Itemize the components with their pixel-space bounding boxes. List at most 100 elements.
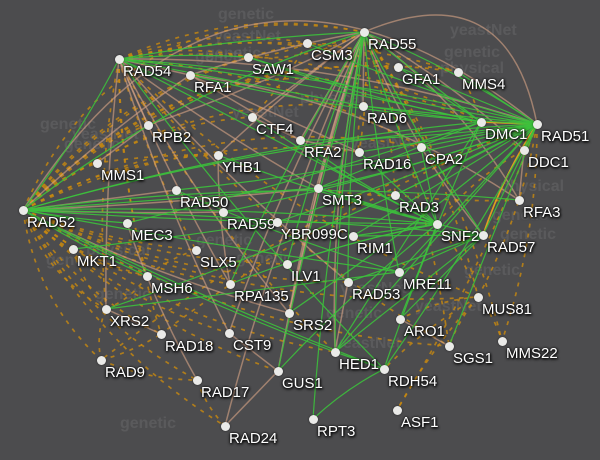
node-ARO1[interactable]	[395, 314, 405, 324]
edge-predicted	[22, 42, 308, 211]
node-DDC1[interactable]	[519, 145, 529, 155]
node-ILV1[interactable]	[282, 259, 292, 269]
node-SGS1[interactable]	[444, 341, 454, 351]
node-label-DMC1: DMC1	[485, 126, 528, 143]
node-label-YHB1: YHB1	[222, 159, 262, 176]
edge-genetic	[397, 66, 482, 123]
node-SMT3[interactable]	[313, 183, 323, 193]
edge-genetic	[299, 123, 538, 141]
edge-genetic	[175, 189, 400, 273]
edge-predicted	[22, 154, 219, 211]
node-YHB1[interactable]	[213, 150, 223, 160]
edge-predicted	[118, 22, 365, 60]
edge-predicted	[22, 209, 162, 335]
node-RPA135[interactable]	[225, 279, 235, 289]
node-label-RAD17: RAD17	[201, 384, 250, 401]
node-RAD54[interactable]	[114, 54, 124, 64]
node-CST9[interactable]	[224, 328, 234, 338]
node-label-MMS4: MMS4	[462, 76, 506, 93]
node-MMS4[interactable]	[453, 67, 463, 77]
edge-genetic	[247, 56, 482, 123]
node-RFA2[interactable]	[295, 135, 305, 145]
node-RAD16[interactable]	[354, 147, 364, 157]
node-RIM1[interactable]	[348, 231, 358, 241]
edge-physical	[317, 31, 365, 189]
node-SRS2[interactable]	[284, 308, 294, 318]
edge-genetic	[72, 221, 278, 250]
edge-genetic	[229, 31, 365, 285]
edge-genetic	[352, 123, 538, 237]
edge-genetic	[334, 234, 484, 353]
node-MMS1[interactable]	[92, 158, 102, 168]
node-RAD57[interactable]	[478, 230, 488, 240]
node-MKT1[interactable]	[68, 244, 78, 254]
node-RAD59[interactable]	[218, 207, 228, 217]
edge-genetic	[394, 123, 538, 196]
node-YBR099C[interactable]	[272, 217, 282, 227]
node-CPA2[interactable]	[416, 142, 426, 152]
node-label-CSM3: CSM3	[311, 47, 353, 64]
node-MRE11[interactable]	[394, 267, 404, 277]
node-RAD3[interactable]	[390, 190, 400, 200]
edge-genetic	[358, 151, 438, 225]
edge-genetic	[118, 54, 249, 60]
node-RFA1[interactable]	[185, 70, 195, 80]
edge-genetic	[22, 209, 336, 353]
node-label-RFA3: RFA3	[523, 204, 561, 221]
edge-genetic	[317, 121, 482, 189]
edge-physical	[118, 58, 290, 314]
node-RAD50[interactable]	[171, 185, 181, 195]
node-MEC3[interactable]	[122, 218, 132, 228]
node-label-RIM1: RIM1	[357, 240, 393, 257]
edge-physical	[363, 31, 484, 236]
node-CSM3[interactable]	[302, 38, 312, 48]
edge-genetic	[347, 31, 365, 283]
edge-genetic	[383, 123, 538, 370]
node-label-ASF1: ASF1	[401, 414, 439, 431]
node-RAD53[interactable]	[343, 277, 353, 287]
node-RAD51[interactable]	[532, 119, 542, 129]
node-RAD6[interactable]	[358, 101, 368, 111]
node-HED1[interactable]	[330, 347, 340, 357]
node-CTF4[interactable]	[247, 112, 257, 122]
node-label-RAD59: RAD59	[227, 216, 276, 233]
node-MUS81[interactable]	[473, 292, 483, 302]
edge-genetic	[276, 123, 538, 223]
node-label-MSH6: MSH6	[151, 280, 193, 297]
edge-physical	[189, 31, 365, 76]
edge-physical	[299, 139, 360, 153]
edge-genetic	[22, 58, 120, 211]
edge-genetic	[482, 123, 538, 236]
node-RAD9[interactable]	[96, 355, 106, 365]
node-SLX5[interactable]	[191, 245, 201, 255]
node-ASF1[interactable]	[392, 405, 402, 415]
node-RPB2[interactable]	[143, 120, 153, 130]
node-RAD24[interactable]	[220, 421, 230, 431]
node-XRS2[interactable]	[101, 304, 111, 314]
edge-predicted	[118, 58, 422, 148]
node-label-RAD16: RAD16	[363, 156, 412, 173]
edge-genetic	[306, 42, 538, 125]
node-SNF2[interactable]	[432, 219, 442, 229]
node-RDH54[interactable]	[379, 364, 389, 374]
node-RAD55[interactable]	[359, 27, 369, 37]
node-DMC1[interactable]	[476, 117, 486, 127]
edge-genetic	[276, 221, 438, 225]
node-MSH6[interactable]	[142, 271, 152, 281]
node-RPT3[interactable]	[308, 414, 318, 424]
node-GFA1[interactable]	[393, 62, 403, 72]
edge-genetic	[105, 123, 538, 310]
node-RFA3[interactable]	[514, 195, 524, 205]
node-SAW1[interactable]	[243, 52, 253, 62]
edge-physical	[217, 154, 231, 285]
edge-predicted	[383, 296, 479, 370]
node-MMS22[interactable]	[497, 336, 507, 346]
node-label-CTF4: CTF4	[256, 121, 294, 138]
node-RAD17[interactable]	[192, 375, 202, 385]
edge-genetic	[22, 209, 400, 273]
node-label-RAD54: RAD54	[123, 63, 172, 80]
node-GUS1[interactable]	[273, 366, 283, 376]
node-RAD52[interactable]	[18, 205, 28, 215]
node-RAD18[interactable]	[156, 329, 166, 339]
edge-physical	[22, 20, 538, 211]
